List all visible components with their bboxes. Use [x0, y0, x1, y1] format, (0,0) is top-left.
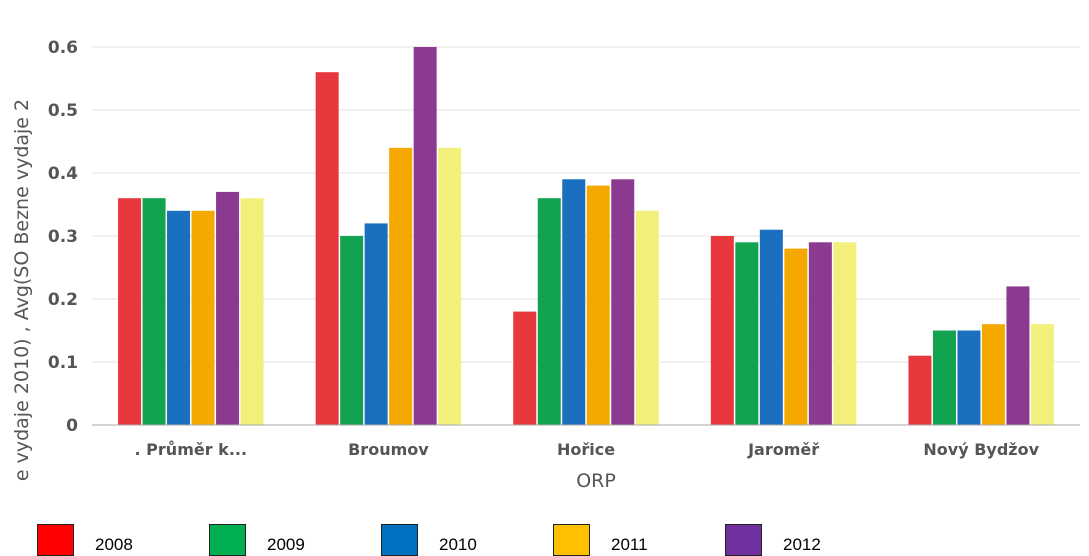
- bar-chart: 0 0.1 0.2 0.3 0.4 0.5 0.6 . Průměr k... Broumov…: [11, 38, 1080, 492]
- bar: [438, 147, 462, 426]
- legend-swatch: [209, 524, 246, 556]
- bars-group: [118, 47, 1054, 426]
- y-tick-label: 0.1: [48, 353, 78, 373]
- y-axis-title: e vydaje 2010) , Avg(SO Bezne vydaje 2: [11, 99, 33, 481]
- bar: [833, 242, 857, 425]
- bar: [216, 191, 240, 425]
- bar: [635, 210, 659, 425]
- bar: [981, 324, 1005, 425]
- x-tick-labels: . Průměr k... Broumov Hořice Jaroměř Nový By…: [135, 440, 1040, 459]
- legend: 2008 2009 2010 2011 2012: [0, 520, 1089, 556]
- x-tick-label: . Průměr k...: [135, 440, 248, 459]
- legend-label: 2009: [267, 535, 305, 554]
- bar: [364, 223, 388, 425]
- bar: [932, 330, 956, 425]
- bar: [1030, 324, 1054, 425]
- bar: [735, 242, 759, 425]
- bar: [240, 198, 264, 425]
- legend-label: 2008: [95, 535, 133, 554]
- legend-swatch: [553, 524, 590, 556]
- bar: [759, 229, 783, 425]
- bar: [808, 242, 832, 425]
- y-tick-label: 0: [66, 416, 78, 436]
- y-tick-label: 0.5: [48, 101, 78, 121]
- legend-label: 2010: [439, 535, 477, 554]
- legend-swatch: [725, 524, 762, 556]
- bar: [957, 330, 981, 425]
- bar: [340, 236, 364, 425]
- gridlines: [92, 46, 1080, 363]
- bar: [413, 47, 437, 425]
- bar: [562, 179, 586, 425]
- y-tick-label: 0.2: [48, 290, 78, 310]
- y-tick-labels: 0 0.1 0.2 0.3 0.4 0.5 0.6: [48, 38, 78, 436]
- x-tick-label: Broumov: [348, 440, 429, 459]
- bar: [611, 179, 635, 425]
- bar: [513, 311, 537, 425]
- y-tick-label: 0.6: [48, 38, 78, 58]
- bar: [908, 355, 932, 425]
- legend-label: 2012: [783, 535, 821, 554]
- bar: [537, 198, 561, 425]
- x-tick-label: Jaroměř: [747, 440, 819, 459]
- bar: [784, 248, 808, 425]
- y-tick-label: 0.3: [48, 227, 78, 247]
- bar: [191, 210, 215, 425]
- legend-label: 2011: [611, 535, 648, 554]
- legend-swatch: [381, 524, 418, 556]
- bar: [586, 185, 610, 425]
- bar: [710, 236, 734, 425]
- bar: [118, 198, 142, 425]
- bar: [389, 147, 413, 426]
- bar: [142, 198, 166, 425]
- x-axis-title: ORP: [576, 470, 616, 492]
- y-tick-label: 0.4: [48, 164, 78, 184]
- bar: [167, 210, 191, 425]
- bar: [1006, 286, 1030, 425]
- x-tick-label: Hořice: [557, 440, 615, 459]
- legend-swatch: [37, 524, 74, 556]
- bar: [315, 72, 339, 425]
- x-tick-label: Nový Bydžov: [923, 440, 1039, 459]
